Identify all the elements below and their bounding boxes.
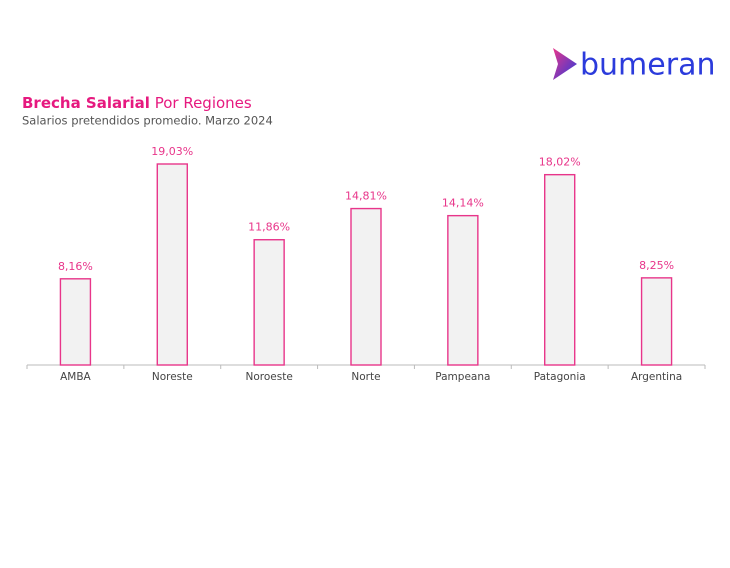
title-bold: Brecha Salarial	[22, 94, 150, 112]
value-label: 14,81%	[345, 190, 387, 203]
bar	[350, 207, 382, 366]
value-label: 8,25%	[639, 259, 674, 272]
bar	[156, 163, 188, 366]
x-tick-label: Patagonia	[534, 371, 586, 383]
x-tick-label: Noreste	[152, 371, 193, 383]
value-label: 8,16%	[58, 260, 93, 273]
x-tick-label: Noroeste	[245, 371, 292, 383]
value-label: 18,02%	[539, 156, 581, 169]
title-rest: Por Regiones	[155, 94, 252, 112]
bar	[544, 173, 576, 366]
value-label: 11,86%	[248, 221, 290, 234]
logo: bumeran	[580, 48, 715, 83]
chart-title: Brecha Salarial Por Regiones	[22, 94, 252, 112]
bar	[640, 277, 673, 366]
x-tick-label: Pampeana	[435, 371, 490, 383]
value-label: 14,14%	[442, 197, 484, 210]
bar	[253, 239, 285, 366]
value-label: 19,03%	[151, 145, 193, 158]
logo-icon	[553, 48, 577, 80]
chart-subtitle: Salarios pretendidos promedio. Marzo 202…	[22, 114, 273, 128]
bar	[59, 278, 92, 366]
bar	[447, 214, 479, 366]
x-tick-label: Argentina	[631, 371, 682, 383]
x-tick-label: AMBA	[60, 371, 91, 383]
x-tick-label: Norte	[351, 371, 380, 383]
